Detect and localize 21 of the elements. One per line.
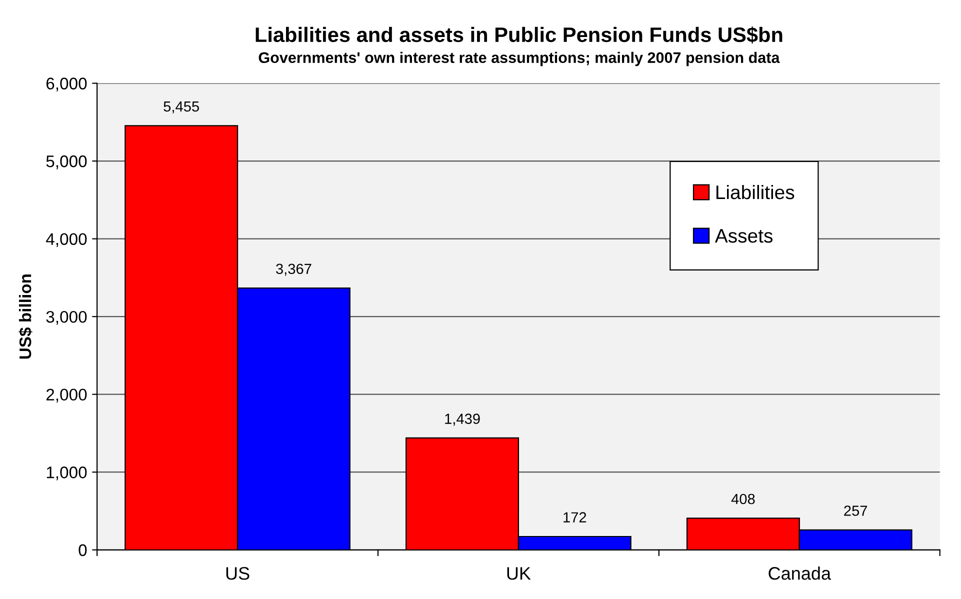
data-label: 1,439 [445, 414, 480, 426]
data-label: 408 [731, 494, 755, 504]
data-label: 172 [564, 512, 586, 522]
y-tick-label: 0 [78, 544, 87, 556]
data-label: 3,367 [276, 264, 312, 276]
y-axis-title: US$ billion [18, 274, 32, 359]
x-tick-label: UK [507, 567, 531, 580]
legend-label: Liabilities [716, 184, 794, 200]
y-tick-label: 5,000 [46, 155, 87, 170]
chart-title: Liabilities and assets in Public Pension Funds US$bn [256, 26, 782, 44]
chart-subtitle: Governments' own interest rate assumptions; mainly 2007 pension data [258, 52, 780, 66]
legend-label: Assets [714, 229, 773, 243]
data-label: 257 [844, 506, 868, 516]
x-tick-label: Canada [768, 566, 832, 580]
y-tick-label: 6,000 [46, 78, 87, 92]
y-tick-label: 3,000 [46, 310, 87, 325]
y-tick-label: 1,000 [46, 466, 87, 480]
data-label: 5,455 [164, 101, 199, 114]
y-tick-label: 4,000 [46, 233, 87, 247]
x-tick-label: US [226, 567, 250, 580]
y-tick-label: 2,000 [46, 388, 87, 403]
